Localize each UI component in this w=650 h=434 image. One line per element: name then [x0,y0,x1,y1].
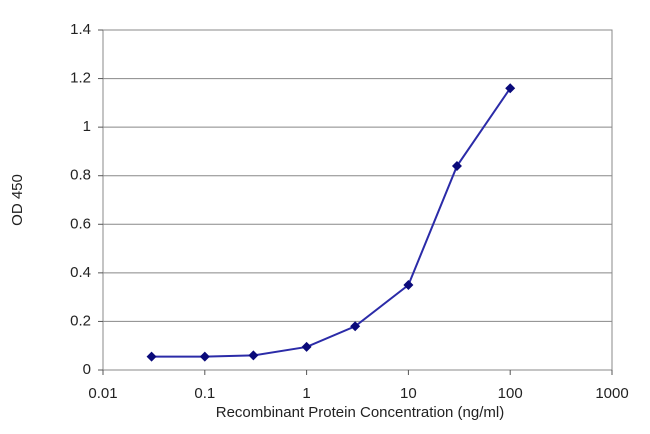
y-tick-label: 0.8 [70,167,91,184]
x-tick-label: 1000 [595,385,628,402]
y-tick-label: 0.4 [70,264,91,281]
x-tick-label: 0.01 [88,385,117,402]
data-marker [505,83,516,94]
data-marker [248,350,259,361]
y-axis-label: OD 450 [9,174,26,226]
data-marker [350,321,361,332]
data-marker [199,351,210,362]
y-tick-label: 0.2 [70,312,91,329]
x-tick-label: 10 [400,385,417,402]
x-tick-label: 100 [498,385,523,402]
x-axis-label: Recombinant Protein Concentration (ng/ml… [216,404,504,421]
data-line [151,87,512,358]
data-marker [451,161,462,171]
plot-area [102,29,613,371]
y-tick-label: 0 [83,361,91,378]
y-tick-label: 1 [83,118,91,135]
data-marker [403,280,414,290]
x-tick-label: 0.1 [194,385,215,402]
y-tick-label: 0.6 [70,215,91,232]
y-tick-label: 1.4 [70,21,91,38]
data-marker [301,341,312,352]
data-marker [146,351,157,362]
x-tick-label: 1 [302,385,310,402]
y-tick-label: 1.2 [70,70,91,87]
